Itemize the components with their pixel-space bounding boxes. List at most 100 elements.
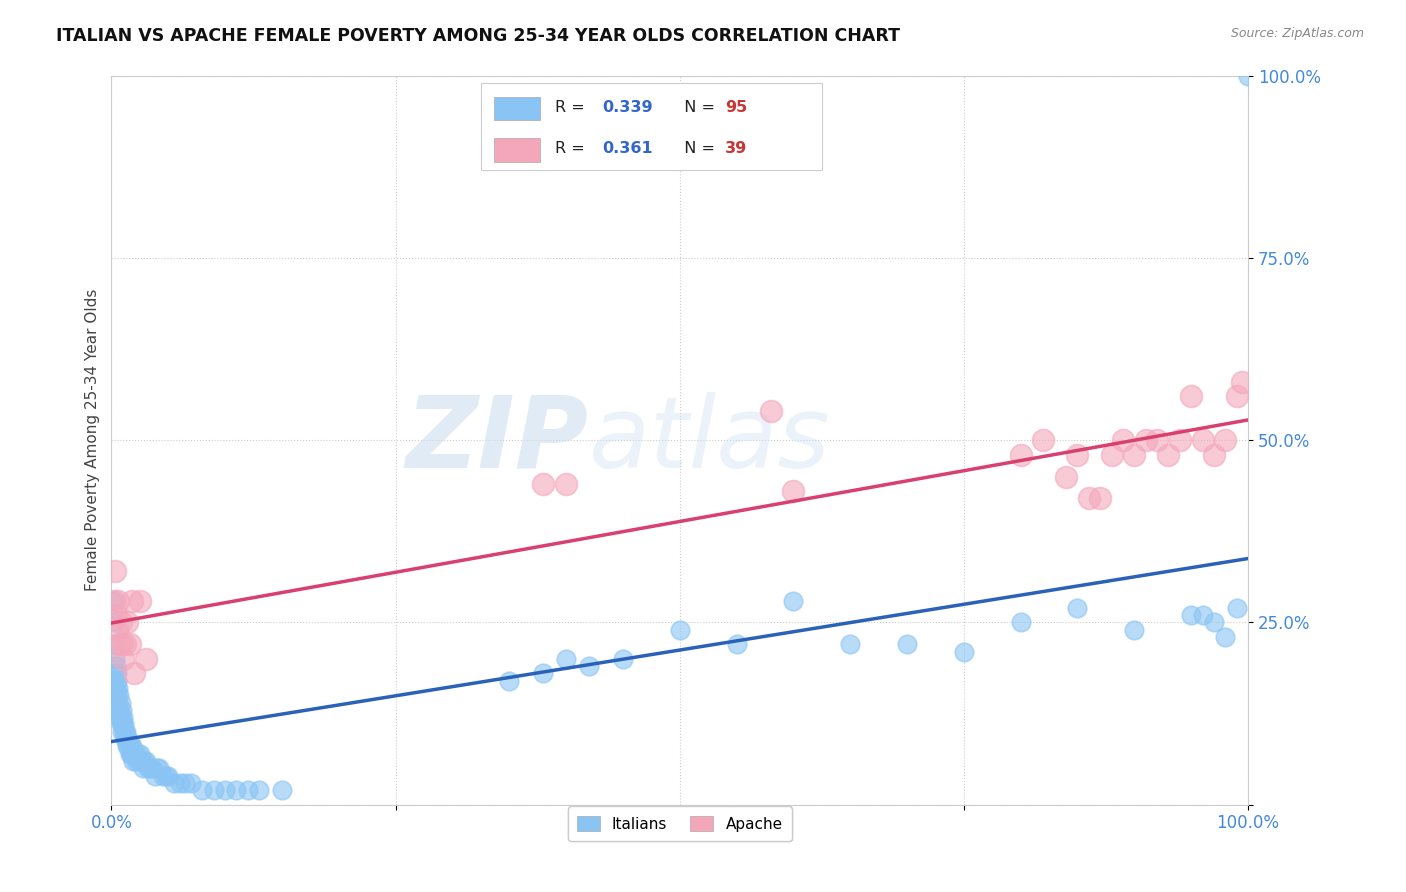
Point (214, 783, 236, 797)
Point (110, 710, 132, 724)
Point (108, 703, 131, 717)
Text: atlas: atlas (589, 392, 831, 489)
Text: R =: R = (555, 100, 589, 115)
FancyBboxPatch shape (495, 138, 540, 161)
Point (117, 732, 139, 747)
Point (1101, 448, 1123, 462)
Point (1146, 433, 1168, 447)
Text: 39: 39 (725, 141, 748, 156)
Point (759, 404, 782, 418)
Point (101, 593, 124, 607)
Point (143, 768, 166, 782)
Point (104, 681, 127, 695)
Point (555, 652, 578, 666)
Point (105, 623, 128, 637)
Point (1202, 615, 1225, 630)
Point (270, 783, 292, 797)
Point (1077, 491, 1099, 506)
Point (191, 783, 214, 797)
Point (136, 761, 159, 775)
Point (110, 717, 132, 731)
Text: 0.361: 0.361 (602, 141, 652, 156)
Point (1213, 630, 1236, 644)
Point (578, 659, 600, 673)
Point (1202, 448, 1225, 462)
Point (104, 688, 127, 702)
Point (114, 732, 136, 747)
Point (117, 615, 139, 630)
Text: N =: N = (673, 141, 720, 156)
Point (247, 783, 270, 797)
Point (104, 565, 127, 579)
Point (134, 754, 156, 768)
Point (121, 747, 143, 761)
Point (134, 652, 156, 666)
Point (1032, 433, 1054, 447)
Point (104, 666, 127, 681)
Point (1157, 448, 1180, 462)
Point (1090, 491, 1112, 506)
Point (122, 754, 145, 768)
Point (111, 724, 134, 739)
Point (127, 747, 149, 761)
Point (110, 696, 132, 710)
Point (896, 637, 918, 651)
Point (1010, 448, 1032, 462)
Point (118, 637, 141, 651)
Point (128, 593, 150, 607)
Point (103, 593, 125, 607)
Point (118, 739, 141, 754)
Point (1168, 433, 1191, 447)
Point (117, 739, 139, 754)
Point (1226, 600, 1249, 615)
Point (108, 688, 131, 702)
Point (105, 688, 128, 702)
Point (128, 754, 150, 768)
Point (104, 673, 127, 688)
Point (1191, 608, 1213, 623)
Point (163, 776, 186, 790)
Point (236, 783, 259, 797)
Point (103, 637, 125, 651)
Text: 0.339: 0.339 (602, 100, 652, 115)
Point (104, 652, 127, 666)
Point (117, 739, 139, 754)
Point (114, 724, 136, 739)
Point (531, 666, 554, 681)
Point (725, 637, 748, 651)
Point (953, 644, 976, 658)
Point (111, 717, 134, 731)
FancyBboxPatch shape (495, 97, 540, 120)
Point (122, 747, 145, 761)
Point (498, 673, 520, 688)
Point (531, 476, 554, 491)
Text: ZIP: ZIP (406, 392, 589, 489)
Point (104, 659, 127, 673)
Point (1123, 448, 1146, 462)
Point (122, 666, 145, 681)
Point (174, 776, 197, 790)
Point (111, 703, 134, 717)
Point (125, 754, 148, 768)
Legend: Italians, Apache: Italians, Apache (568, 806, 792, 841)
Point (111, 637, 134, 651)
Point (1066, 448, 1088, 462)
Point (108, 710, 131, 724)
FancyBboxPatch shape (481, 83, 821, 170)
Point (114, 637, 136, 651)
Point (108, 637, 131, 651)
Point (115, 732, 138, 747)
Point (1112, 433, 1135, 447)
Point (1213, 433, 1236, 447)
Point (1226, 389, 1249, 403)
Point (121, 739, 143, 754)
Point (155, 768, 177, 782)
Point (839, 637, 862, 651)
Point (1135, 433, 1157, 447)
Text: 95: 95 (725, 100, 748, 115)
Point (1054, 469, 1077, 483)
Point (668, 623, 690, 637)
Point (115, 724, 138, 739)
Point (146, 761, 169, 775)
Point (104, 608, 127, 623)
